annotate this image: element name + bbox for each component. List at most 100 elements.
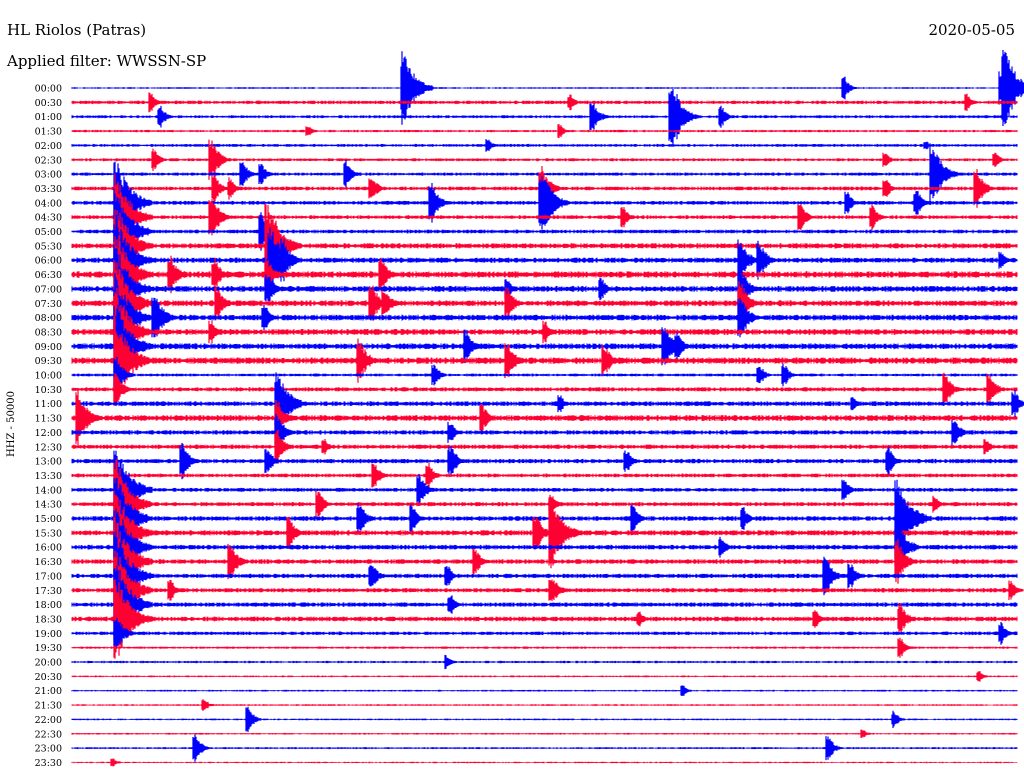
time-tick-label: 00:00: [35, 84, 62, 95]
trace-row: [71, 372, 1018, 406]
seismic-event: [844, 191, 860, 214]
trace-line: [71, 530, 1018, 536]
time-tick-label: 02:00: [35, 141, 62, 152]
trace-line: [71, 401, 1018, 407]
trace-row: [71, 637, 1018, 658]
seismic-event: [992, 152, 1006, 167]
seismic-event: [264, 274, 284, 304]
seismic-event: [557, 124, 570, 138]
seismic-event: [623, 450, 640, 472]
trace-line: [71, 616, 1018, 622]
trace-row: [71, 89, 1018, 145]
seismic-event: [321, 439, 335, 455]
seismic-event: [812, 610, 828, 628]
time-tick-label: 14:00: [35, 485, 62, 496]
time-tick-label: 13:30: [35, 471, 62, 482]
seismic-event: [264, 449, 282, 473]
seismic-event: [227, 177, 243, 200]
trace-line: [71, 646, 1018, 649]
seismic-event: [245, 706, 262, 732]
time-tick-label: 08:00: [35, 313, 62, 324]
seismic-event: [841, 479, 857, 500]
trace-row: [71, 235, 1018, 314]
seismic-event: [261, 304, 279, 331]
time-tick-label: 10:30: [35, 385, 62, 396]
seismic-event: [444, 654, 457, 670]
trace-row: [71, 729, 1018, 738]
station-title: HL Riolos (Patras): [7, 21, 146, 39]
seismic-event: [847, 563, 865, 589]
trace-row: [71, 517, 1018, 606]
time-tick-label: 06:00: [35, 256, 62, 267]
time-tick-label: 21:30: [35, 701, 62, 712]
seismic-event: [409, 504, 427, 533]
trace-row: [71, 372, 1024, 435]
time-tick-label: 09:30: [35, 356, 62, 367]
trace-line: [71, 373, 1018, 377]
seismic-event: [1001, 50, 1024, 126]
trace-row: [71, 389, 1018, 447]
trace-line: [71, 544, 1018, 550]
seismic-event: [718, 536, 734, 558]
trace-line: [71, 129, 1018, 133]
seismic-event: [371, 463, 389, 488]
time-tick-label: 21:00: [35, 686, 62, 697]
trace-line: [71, 158, 1018, 162]
time-tick-label: 05:30: [35, 241, 62, 252]
seismic-event: [356, 338, 380, 383]
seismic-event: [504, 343, 526, 378]
seismic-event: [274, 429, 294, 464]
time-tick-label: 16:00: [35, 543, 62, 554]
seismic-event: [428, 183, 450, 223]
seismic-event: [113, 579, 153, 659]
trace-row: [71, 139, 1018, 152]
time-tick-label: 07:00: [35, 284, 62, 295]
seismic-event: [1011, 390, 1024, 418]
seismic-event: [885, 446, 903, 476]
trace-line: [71, 100, 1018, 105]
seismic-event: [403, 65, 427, 111]
trace-line: [71, 573, 1018, 579]
time-tick-label: 01:00: [35, 112, 62, 123]
time-tick-label: 02:30: [35, 155, 62, 166]
trace-row: [71, 671, 1018, 682]
seismic-event: [274, 372, 307, 435]
seismic-event: [891, 710, 905, 728]
seismic-event: [756, 240, 778, 280]
trace-line: [71, 559, 1018, 564]
seismic-event: [463, 329, 483, 364]
trace-line: [71, 444, 1018, 449]
seismic-event: [620, 207, 636, 228]
trace-row: [71, 413, 1018, 451]
filter-label: Applied filter: WWSSN-SP: [6, 52, 206, 70]
trace-line: [71, 516, 1018, 521]
seismic-event: [258, 164, 274, 185]
seismic-event: [113, 373, 133, 406]
time-tick-label: 13:00: [35, 457, 62, 468]
seismic-event: [211, 257, 231, 292]
seismic-event: [214, 286, 234, 321]
seismic-event: [157, 105, 173, 128]
trace-row: [71, 706, 1018, 732]
seismic-event: [113, 617, 135, 649]
trace-line: [71, 243, 1018, 249]
time-tick-label: 14:30: [35, 500, 62, 511]
trace-line: [71, 343, 1018, 350]
trace-row: [71, 734, 1018, 762]
trace-line: [71, 314, 1018, 321]
seismic-event: [151, 148, 167, 171]
seismic-event: [305, 126, 317, 136]
trace-row: [71, 477, 1018, 560]
seismic-event: [973, 169, 995, 208]
seismic-event: [923, 141, 934, 150]
seismic-event: [894, 539, 918, 584]
seismic-event: [485, 139, 498, 152]
time-tick-labels: 00:00 00:30 01:00 01:30 02:00 02:30 03:00 03:30…: [35, 84, 62, 769]
seismic-event: [897, 637, 913, 658]
seismic-event: [179, 442, 200, 480]
trace-row: [71, 161, 1018, 244]
trace-line: [71, 588, 1018, 593]
trace-row: [71, 124, 1018, 138]
seismic-event: [239, 162, 257, 186]
